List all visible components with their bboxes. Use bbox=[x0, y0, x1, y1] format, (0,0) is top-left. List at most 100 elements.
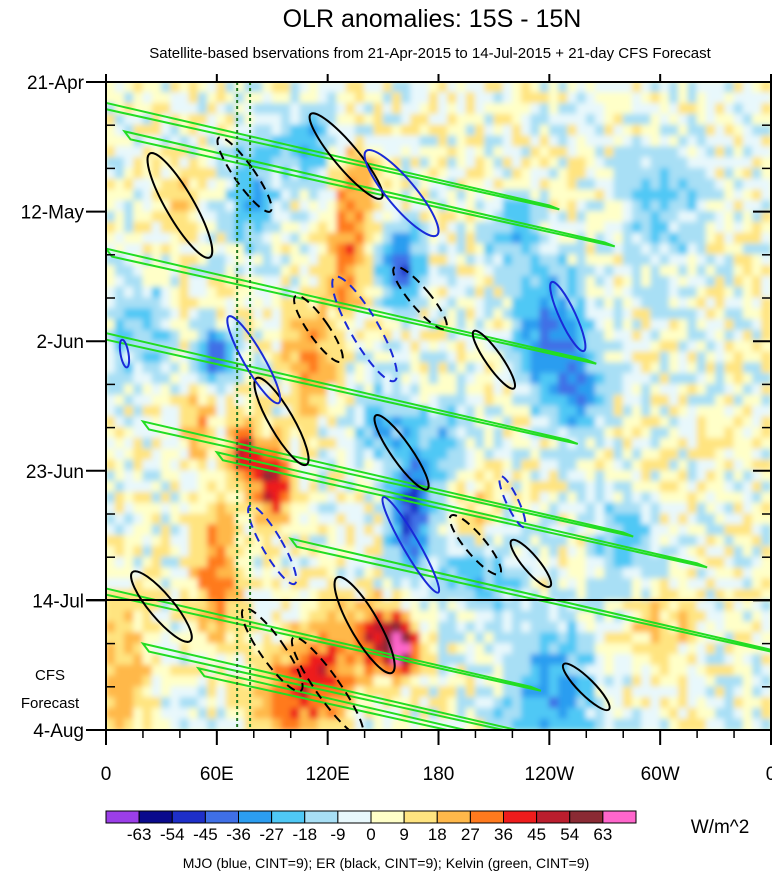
olr-cell bbox=[225, 481, 236, 493]
olr-cell bbox=[142, 470, 153, 483]
olr-cell bbox=[631, 319, 643, 331]
olr-cell bbox=[290, 535, 301, 547]
olr-cell bbox=[197, 437, 209, 450]
olr-cell bbox=[280, 589, 292, 601]
olr-cell bbox=[687, 265, 698, 277]
colorbar-swatch bbox=[105, 810, 140, 824]
olr-cell bbox=[410, 664, 421, 677]
olr-cell bbox=[604, 124, 615, 137]
olr-cell bbox=[474, 340, 486, 353]
olr-cell bbox=[123, 502, 135, 515]
olr-cell bbox=[678, 459, 689, 472]
olr-cell bbox=[733, 643, 744, 655]
olr-cell bbox=[123, 373, 135, 385]
olr-cell bbox=[188, 556, 199, 569]
olr-cell bbox=[631, 329, 643, 342]
olr-cell bbox=[465, 200, 476, 213]
olr-cell bbox=[327, 373, 338, 385]
olr-cell bbox=[502, 319, 513, 331]
olr-cell bbox=[290, 686, 301, 699]
olr-cell bbox=[659, 113, 670, 126]
olr-cell bbox=[327, 308, 338, 321]
olr-cell bbox=[631, 470, 643, 483]
olr-cell bbox=[631, 675, 643, 688]
olr-cell bbox=[197, 157, 209, 169]
olr-cell bbox=[595, 491, 606, 504]
olr-cell bbox=[687, 697, 698, 709]
olr-cell bbox=[678, 383, 689, 396]
olr-cell bbox=[216, 567, 227, 580]
olr-cell bbox=[197, 167, 209, 180]
olr-cell bbox=[262, 135, 273, 148]
olr-cell bbox=[419, 92, 430, 105]
olr-cell bbox=[428, 254, 439, 267]
kelvin-contour bbox=[140, 642, 521, 730]
olr-cell bbox=[391, 103, 403, 115]
olr-cell bbox=[133, 513, 144, 526]
olr-cell bbox=[438, 308, 449, 321]
olr-cell bbox=[733, 189, 744, 202]
olr-cell bbox=[641, 286, 652, 299]
olr-cell bbox=[650, 470, 661, 483]
olr-cell bbox=[539, 157, 550, 169]
olr-cell bbox=[114, 675, 125, 688]
olr-cell bbox=[724, 373, 735, 385]
olr-cell bbox=[705, 556, 717, 569]
olr-cell bbox=[613, 437, 624, 450]
olr-cell bbox=[207, 556, 218, 569]
olr-cell bbox=[604, 308, 615, 321]
olr-cell bbox=[428, 545, 439, 558]
olr-cell bbox=[419, 632, 430, 645]
olr-cell bbox=[280, 459, 292, 472]
olr-cell bbox=[484, 524, 495, 537]
mjo-contour bbox=[549, 280, 587, 353]
olr-cell bbox=[327, 491, 338, 504]
olr-cell bbox=[317, 92, 329, 105]
olr-cell bbox=[262, 394, 273, 407]
olr-cell bbox=[308, 362, 319, 375]
olr-cell bbox=[465, 502, 476, 515]
olr-cell bbox=[604, 373, 615, 385]
olr-cell bbox=[465, 211, 476, 223]
colorbar-swatch bbox=[503, 810, 538, 824]
olr-cell bbox=[308, 535, 319, 547]
olr-cell bbox=[170, 243, 181, 256]
olr-cell bbox=[354, 481, 366, 493]
olr-cell bbox=[530, 632, 541, 645]
olr-cell bbox=[484, 308, 495, 321]
olr-cell bbox=[170, 459, 181, 472]
olr-cell bbox=[106, 502, 116, 515]
olr-cell bbox=[253, 653, 264, 666]
olr-cell bbox=[447, 535, 458, 547]
olr-cell bbox=[317, 621, 329, 634]
olr-cell bbox=[687, 405, 698, 418]
olr-cell bbox=[280, 545, 292, 558]
olr-cell bbox=[696, 275, 707, 288]
olr-cell bbox=[705, 82, 717, 94]
olr-cell bbox=[197, 297, 209, 310]
olr-cell bbox=[742, 157, 754, 169]
olr-cell bbox=[484, 535, 495, 547]
olr-cell bbox=[585, 243, 597, 256]
olr-cell bbox=[530, 275, 541, 288]
olr-cell bbox=[696, 632, 707, 645]
olr-cell bbox=[160, 319, 172, 331]
olr-cell bbox=[715, 427, 726, 439]
olr-cell bbox=[364, 567, 375, 580]
olr-cell bbox=[106, 578, 116, 591]
olr-cell bbox=[742, 664, 754, 677]
olr-cell bbox=[114, 470, 125, 483]
olr-cell bbox=[373, 243, 384, 256]
olr-cell bbox=[317, 524, 329, 537]
olr-cell bbox=[262, 697, 273, 709]
olr-cell bbox=[262, 221, 273, 234]
olr-cell bbox=[345, 232, 356, 245]
olr-cell bbox=[160, 146, 172, 159]
olr-cell bbox=[225, 459, 236, 472]
olr-cell bbox=[271, 599, 282, 612]
olr-cell bbox=[123, 189, 135, 202]
olr-cell bbox=[225, 351, 236, 364]
mjo-contour bbox=[118, 338, 131, 369]
olr-cell bbox=[724, 643, 735, 655]
olr-cell bbox=[502, 664, 513, 677]
